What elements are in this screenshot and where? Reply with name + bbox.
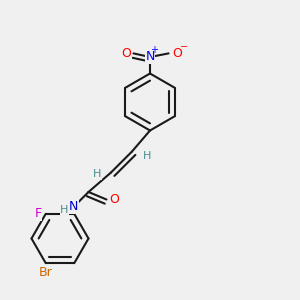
Text: −: − [179, 42, 188, 52]
Text: O: O [121, 47, 131, 60]
Text: +: + [150, 45, 158, 56]
Text: O: O [172, 47, 182, 60]
Text: N: N [145, 50, 155, 64]
Text: N: N [69, 200, 78, 214]
Text: H: H [93, 169, 102, 179]
Text: O: O [109, 193, 119, 206]
Text: Br: Br [39, 266, 52, 279]
Text: H: H [143, 151, 151, 161]
Text: H: H [60, 205, 69, 215]
Text: F: F [35, 207, 42, 220]
